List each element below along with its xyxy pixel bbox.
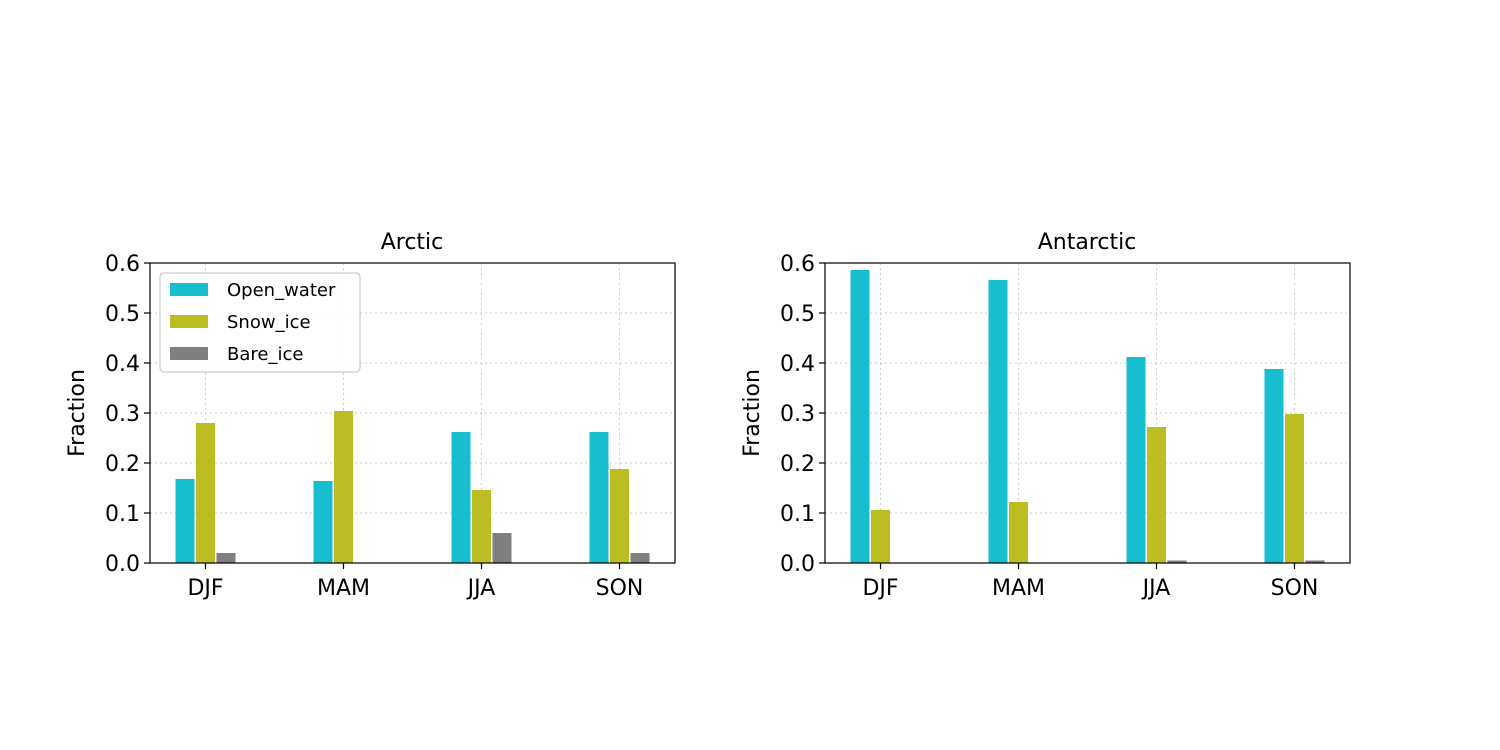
y-tick-label: 0.4 bbox=[780, 352, 815, 377]
arctic-legend: Open_water Snow_ice Bare_ice bbox=[159, 272, 361, 373]
y-tick-label: 0.3 bbox=[780, 402, 815, 427]
arctic-bar-snow-ice-jja bbox=[472, 490, 491, 563]
antarctic-y-ticks: 0.0 0.1 0.2 0.3 0.4 0.5 0.6 bbox=[780, 252, 825, 577]
arctic-bar-open-water-djf bbox=[175, 479, 195, 563]
arctic-bar-open-water-jja bbox=[451, 432, 471, 563]
arctic-chart-title: Arctic bbox=[381, 230, 444, 255]
antarctic-x-ticks: DJF MAM JJA SON bbox=[862, 563, 1318, 601]
y-tick-label: 0.0 bbox=[105, 552, 140, 577]
arctic-bar-snow-ice-mam bbox=[334, 411, 353, 563]
x-tick-label-son: SON bbox=[1271, 576, 1319, 601]
arctic-bar-bare-ice-jja bbox=[492, 533, 512, 563]
y-tick-label: 0.6 bbox=[780, 252, 815, 277]
y-tick-label: 0.4 bbox=[105, 352, 140, 377]
antarctic-bar-snow-ice-mam bbox=[1009, 502, 1028, 563]
arctic-y-ticks: 0.0 0.1 0.2 0.3 0.4 0.5 0.6 bbox=[105, 252, 150, 577]
antarctic-chart-title: Antarctic bbox=[1038, 230, 1137, 255]
y-tick-label: 0.0 bbox=[780, 552, 815, 577]
arctic-y-axis-label: Fraction bbox=[65, 369, 90, 457]
x-tick-label-son: SON bbox=[596, 576, 644, 601]
y-tick-label: 0.5 bbox=[780, 302, 815, 327]
y-tick-label: 0.1 bbox=[780, 502, 815, 527]
arctic-bar-bare-ice-djf bbox=[216, 553, 236, 563]
y-tick-label: 0.1 bbox=[105, 502, 140, 527]
legend-label-bare-ice: Bare_ice bbox=[227, 344, 303, 365]
antarctic-bar-bare-ice-son bbox=[1305, 560, 1325, 563]
legend-label-snow-ice: Snow_ice bbox=[227, 312, 311, 333]
y-tick-label: 0.2 bbox=[780, 452, 815, 477]
antarctic-bar-open-water-son bbox=[1264, 369, 1284, 563]
arctic-bar-bare-ice-son bbox=[630, 553, 650, 563]
y-tick-label: 0.3 bbox=[105, 402, 140, 427]
x-tick-label-mam: MAM bbox=[992, 576, 1045, 601]
legend-swatch-bare-ice bbox=[170, 347, 208, 360]
antarctic-y-axis-label: Fraction bbox=[740, 369, 765, 457]
x-tick-label-djf: DJF bbox=[187, 576, 223, 601]
antarctic-bars bbox=[850, 270, 1325, 563]
legend-frame bbox=[159, 272, 361, 373]
x-tick-label-mam: MAM bbox=[317, 576, 370, 601]
x-tick-label-djf: DJF bbox=[862, 576, 898, 601]
y-tick-label: 0.2 bbox=[105, 452, 140, 477]
antarctic-bar-snow-ice-djf bbox=[871, 510, 890, 563]
arctic-chart: Arctic Fraction 0.0 0.1 0.2 0.3 0.4 0.5 0.6 DJ… bbox=[65, 230, 676, 601]
antarctic-chart: Antarctic Fraction 0.0 0.1 0.2 0.3 0.4 0.5 0.6… bbox=[740, 230, 1351, 601]
arctic-bar-open-water-son bbox=[589, 432, 609, 563]
y-tick-label: 0.6 bbox=[105, 252, 140, 277]
x-tick-label-jja: JJA bbox=[1141, 576, 1171, 601]
antarctic-bar-open-water-jja bbox=[1126, 357, 1146, 563]
arctic-x-ticks: DJF MAM JJA SON bbox=[187, 563, 643, 601]
arctic-bars bbox=[175, 411, 650, 563]
arctic-bar-open-water-mam bbox=[313, 481, 333, 563]
antarctic-bar-snow-ice-son bbox=[1285, 414, 1304, 563]
arctic-bar-snow-ice-son bbox=[610, 469, 629, 563]
arctic-bar-snow-ice-djf bbox=[196, 423, 215, 563]
y-tick-label: 0.5 bbox=[105, 302, 140, 327]
antarctic-bar-open-water-djf bbox=[850, 270, 870, 563]
antarctic-bar-bare-ice-jja bbox=[1167, 560, 1187, 563]
antarctic-bar-open-water-mam bbox=[988, 280, 1008, 563]
x-tick-label-jja: JJA bbox=[466, 576, 496, 601]
legend-swatch-snow-ice bbox=[170, 315, 208, 328]
legend-swatch-open-water bbox=[170, 283, 208, 296]
antarctic-bar-snow-ice-jja bbox=[1147, 427, 1166, 563]
legend-label-open-water: Open_water bbox=[227, 280, 336, 301]
